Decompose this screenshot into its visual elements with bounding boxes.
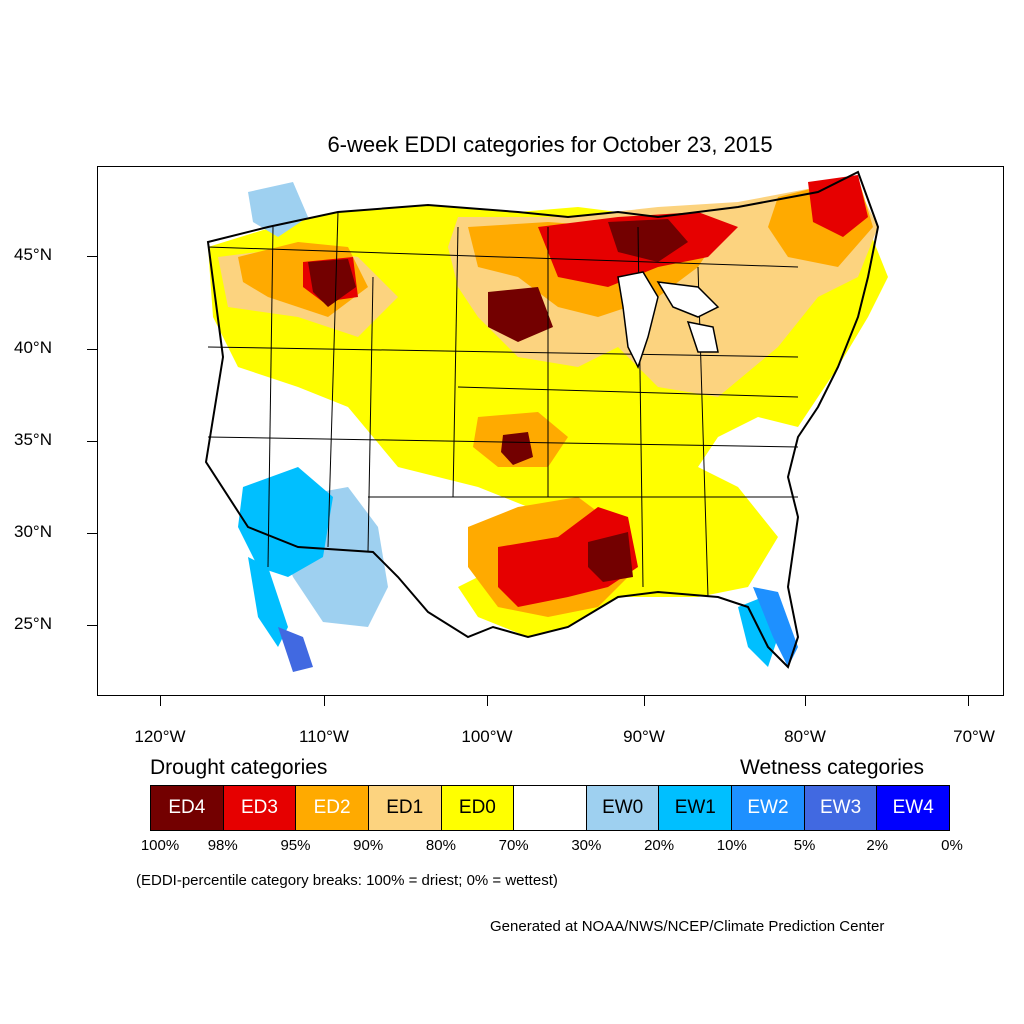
legend-box-ed2: ED2	[296, 786, 369, 830]
area-ed4-ar	[588, 532, 633, 582]
legend-box-ed4: ED4	[151, 786, 224, 830]
percentile-label: 80%	[425, 837, 456, 854]
coastline	[204, 170, 880, 669]
percentile-label: 100%	[140, 837, 180, 854]
lat-label-30: 30°N	[14, 522, 52, 541]
percentile-label: 95%	[280, 837, 311, 854]
legend-box-ed0: ED0	[441, 786, 515, 830]
area-ew0-nw	[248, 182, 308, 237]
area-ed4-mt	[308, 259, 356, 307]
percentile-label: 98%	[207, 837, 238, 854]
legend-box-ed3: ED3	[223, 786, 297, 830]
lat-label-40: 40°N	[14, 338, 52, 357]
drought-heading: Drought categories	[150, 756, 328, 779]
category-note: (EDDI-percentile category breaks: 100% =…	[136, 872, 558, 889]
lon-tick-110	[324, 696, 325, 706]
legend-box-ew4: EW4	[877, 786, 950, 830]
eddi-map	[97, 166, 1004, 696]
legend-box-ew0: EW0	[586, 786, 660, 830]
legend-box-ew3: EW3	[804, 786, 878, 830]
percentile-label: 10%	[716, 837, 747, 854]
legend-box-ed1: ED1	[368, 786, 442, 830]
lon-label-110: 110°W	[299, 727, 349, 746]
lat-tick-45	[87, 256, 97, 257]
great-lakes	[617, 271, 720, 369]
lon-label-100: 100°W	[461, 727, 513, 746]
lat-tick-40	[87, 349, 97, 350]
lat-tick-30	[87, 533, 97, 534]
percentile-label: 2%	[866, 837, 889, 854]
area-ew1-sw	[238, 467, 333, 577]
area-ew1-baja	[248, 557, 288, 647]
map-title: 6-week EDDI categories for October 23, 2…	[327, 132, 773, 157]
lon-tick-100	[487, 696, 488, 706]
lon-label-80: 80°W	[784, 727, 826, 746]
lat-label-25: 25°N	[14, 614, 52, 633]
area-ew1-baja-tip	[278, 627, 313, 672]
legend-box-ew1: EW1	[659, 786, 733, 830]
legend-box-normal	[514, 786, 587, 830]
lat-tick-25	[87, 625, 97, 626]
category-legend: ED4 ED3 ED2 ED1 ED0 EW0 EW1 EW2 EW3 EW4	[150, 785, 950, 831]
lat-tick-35	[87, 441, 97, 442]
lon-tick-120	[160, 696, 161, 706]
lat-label-45: 45°N	[14, 245, 52, 264]
map-drawing	[204, 170, 898, 672]
lon-tick-70	[968, 696, 969, 706]
lon-label-70: 70°W	[953, 727, 995, 746]
credit-text: Generated at NOAA/NWS/NCEP/Climate Predi…	[490, 918, 885, 935]
area-ed4-ks	[501, 432, 533, 465]
legend-box-ew2: EW2	[732, 786, 805, 830]
lon-label-120: 120°W	[134, 727, 186, 746]
percentile-label: 5%	[793, 837, 816, 854]
state-boundaries	[207, 211, 799, 598]
lon-tick-90	[644, 696, 645, 706]
percentile-label: 30%	[571, 837, 602, 854]
lat-label-35: 35°N	[14, 430, 52, 449]
percentile-label: 0%	[941, 837, 963, 854]
percentile-label: 90%	[353, 837, 384, 854]
area-ew2-fl	[753, 587, 798, 667]
wetness-heading: Wetness categories	[740, 756, 925, 779]
lon-tick-80	[805, 696, 806, 706]
percentile-label: 20%	[644, 837, 675, 854]
lon-label-90: 90°W	[623, 727, 665, 746]
percentile-label: 70%	[498, 837, 529, 854]
area-ed4-sd	[488, 287, 553, 342]
area-ed4-mn	[608, 219, 688, 262]
